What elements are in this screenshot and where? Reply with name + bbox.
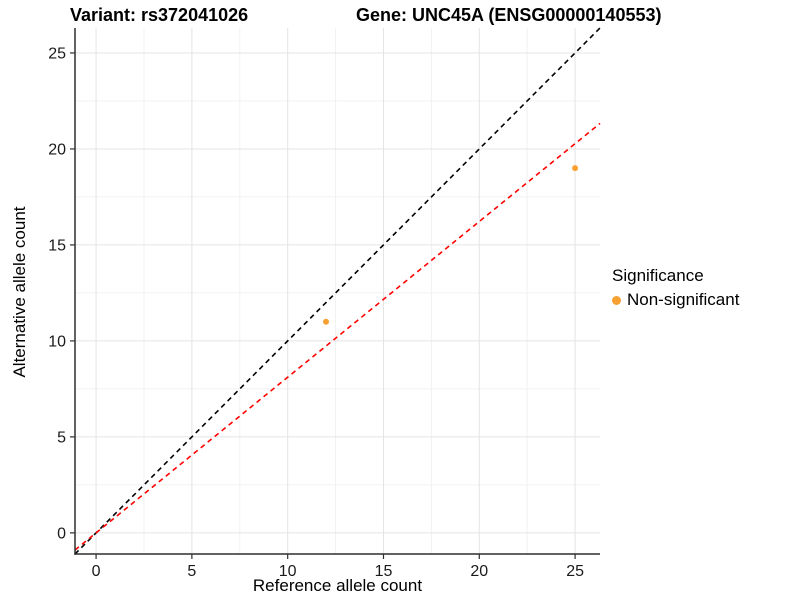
y-tick-label: 0: [57, 525, 66, 542]
x-tick-label: 5: [187, 563, 196, 580]
data-point: [572, 165, 579, 172]
legend-item-label: Non-significant: [627, 290, 740, 309]
y-axis-title: Alternative allele count: [10, 206, 29, 378]
x-tick-label: 20: [470, 563, 488, 580]
legend-point-swatch: [612, 295, 621, 305]
y-tick-label: 15: [48, 237, 66, 254]
y-tick-label: 20: [48, 141, 66, 158]
y-tick-label: 10: [48, 333, 66, 350]
legend-title: Significance: [612, 266, 704, 285]
data-point: [323, 318, 330, 325]
y-tick-label: 25: [48, 45, 66, 62]
y-tick-label: 5: [57, 429, 66, 446]
x-tick-label: 25: [566, 563, 584, 580]
plot-title-gene: Gene: UNC45A (ENSG00000140553): [356, 5, 662, 25]
regression-line: [74, 122, 601, 551]
x-axis-title: Reference allele count: [252, 576, 423, 595]
legend-item-non-significant: Non-significant: [612, 289, 739, 311]
x-tick-label: 15: [375, 563, 393, 580]
legend: Significance Non-significant: [612, 265, 739, 311]
x-tick-label: 10: [279, 563, 297, 580]
identity-line: [74, 27, 601, 555]
plot-title-variant: Variant: rs372041026: [70, 5, 249, 25]
x-tick-label: 0: [92, 563, 101, 580]
